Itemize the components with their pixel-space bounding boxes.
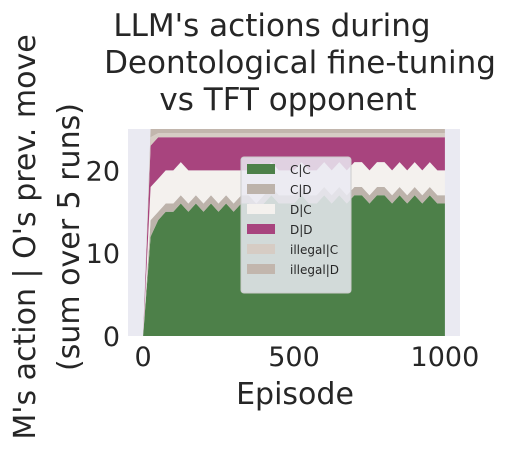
x-axis-ticks: 0 500 1000 bbox=[134, 342, 479, 373]
chart-title-line-2: Deontological fine-tuning bbox=[104, 45, 496, 81]
x-axis-label: Episode bbox=[236, 377, 354, 412]
legend-label: D|D bbox=[290, 223, 313, 237]
legend-label: D|C bbox=[290, 203, 312, 217]
x-tick-label: 500 bbox=[268, 342, 320, 373]
y-axis-label-line-2: (sum over 5 runs) bbox=[52, 103, 87, 371]
legend-swatch bbox=[247, 224, 275, 234]
y-tick-label: 10 bbox=[86, 239, 120, 270]
y-axis-label-line-1: M's action | O's prev. move bbox=[8, 34, 43, 439]
area-series-d-d bbox=[143, 137, 445, 336]
y-tick-label: 20 bbox=[86, 156, 120, 187]
legend-swatch bbox=[247, 244, 275, 254]
legend-label: illegal|C bbox=[290, 243, 338, 257]
legend-swatch bbox=[247, 184, 275, 194]
chart-title-line-3: vs TFT opponent bbox=[159, 82, 416, 118]
legend-swatch bbox=[247, 264, 275, 274]
y-axis-ticks: 0 10 20 bbox=[86, 156, 120, 353]
x-tick-label: 0 bbox=[134, 342, 151, 373]
x-tick-label: 1000 bbox=[411, 342, 480, 373]
legend-swatch bbox=[247, 204, 275, 214]
legend-label: illegal|D bbox=[290, 263, 339, 277]
area-series-d-c bbox=[143, 162, 445, 336]
legend-label: C|D bbox=[290, 183, 312, 197]
chart-title-line-1: LLM's actions during bbox=[113, 8, 430, 44]
legend: C|C C|D D|C D|D illegal|C illegal|D bbox=[240, 156, 352, 294]
y-tick-label: 0 bbox=[103, 322, 120, 353]
legend-swatch bbox=[247, 164, 275, 174]
legend-label: C|C bbox=[290, 163, 311, 177]
